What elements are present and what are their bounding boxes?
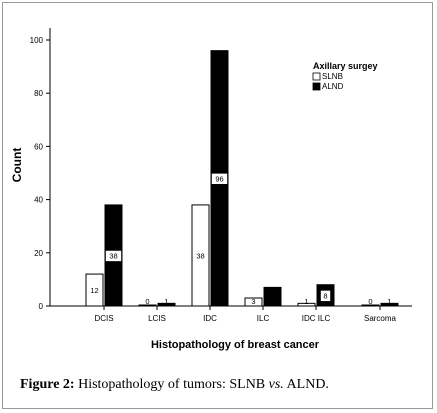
x-tick-label: DCIS <box>94 314 113 323</box>
y-tick-label: 100 <box>30 36 44 45</box>
x-tick-label: ILC <box>257 314 270 323</box>
x-tick-label: IDC <box>203 314 217 323</box>
data-label-alnd: 8 <box>323 291 327 300</box>
bar-slnb <box>85 273 104 307</box>
legend-title: Axillary surgey <box>313 61 378 71</box>
data-label-alnd: 7 <box>270 297 274 306</box>
caption-text-after: ALND. <box>283 377 329 392</box>
y-tick-label: 20 <box>34 249 43 258</box>
chart-bars: 12 38 0 1 38 96 3 7 1 8 0 1 <box>85 50 399 307</box>
legend-swatch-alnd <box>312 82 321 91</box>
caption-text-before: Histopathology of tumors: SLNB <box>74 377 269 392</box>
data-label-slnb: 1 <box>304 297 308 306</box>
legend-label-slnb: SLNB <box>322 72 343 81</box>
y-axis-label: Count <box>10 148 24 183</box>
data-label-box <box>105 250 122 262</box>
data-label-slnb: 38 <box>196 251 204 260</box>
data-label-slnb: 0 <box>368 297 372 306</box>
y-tick-label: 80 <box>34 89 43 98</box>
x-tick-label: IDC ILC <box>302 314 331 323</box>
y-tick-label: 0 <box>39 302 44 311</box>
bar-slnb <box>191 204 210 307</box>
data-label-slnb: 0 <box>145 297 149 306</box>
bar-alnd <box>157 302 176 307</box>
x-axis-label: Histopathology of breast cancer <box>151 339 320 351</box>
x-tick-label: Sarcoma <box>364 314 397 323</box>
data-label-alnd: 96 <box>215 174 223 183</box>
data-label-box <box>211 173 228 185</box>
figure-label: Figure 2: <box>20 377 75 392</box>
figure-caption: Figure 2: Histopathology of tumors: SLNB… <box>20 377 329 393</box>
data-label-slnb: 3 <box>251 297 255 306</box>
bar-slnb <box>361 304 380 307</box>
y-tick-label: 40 <box>34 196 43 205</box>
y-tick-label: 60 <box>34 142 43 151</box>
x-tick-label: LCIS <box>148 314 166 323</box>
data-label-slnb: 12 <box>90 286 98 295</box>
legend-label-alnd: ALND <box>322 82 344 91</box>
bar-slnb <box>297 302 316 307</box>
data-label-alnd: 1 <box>164 297 168 306</box>
caption-vs: vs. <box>268 377 284 392</box>
bar-alnd <box>380 302 399 307</box>
data-label-box <box>320 290 331 302</box>
data-label-alnd: 38 <box>109 251 117 260</box>
data-label-alnd: 1 <box>387 297 391 306</box>
bar-alnd <box>263 286 282 307</box>
bar-slnb <box>138 304 157 307</box>
bar-slnb <box>244 297 263 307</box>
legend-swatch-slnb <box>312 72 321 81</box>
